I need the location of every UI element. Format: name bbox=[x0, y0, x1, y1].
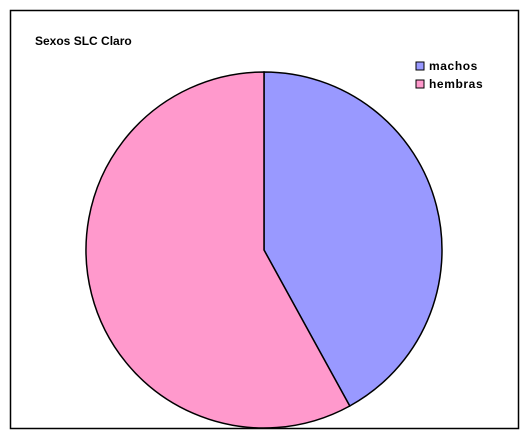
legend-swatch-machos bbox=[415, 61, 425, 71]
legend: machos hembras bbox=[415, 59, 483, 91]
pie-slice-hembras bbox=[85, 71, 351, 429]
chart-title: Sexos SLC Claro bbox=[35, 34, 132, 48]
legend-swatch-hembras bbox=[415, 79, 425, 89]
legend-label-machos: machos bbox=[429, 59, 478, 73]
pie-slices bbox=[85, 71, 443, 429]
legend-label-hembras: hembras bbox=[429, 77, 483, 91]
pie-slice-machos bbox=[263, 71, 443, 408]
